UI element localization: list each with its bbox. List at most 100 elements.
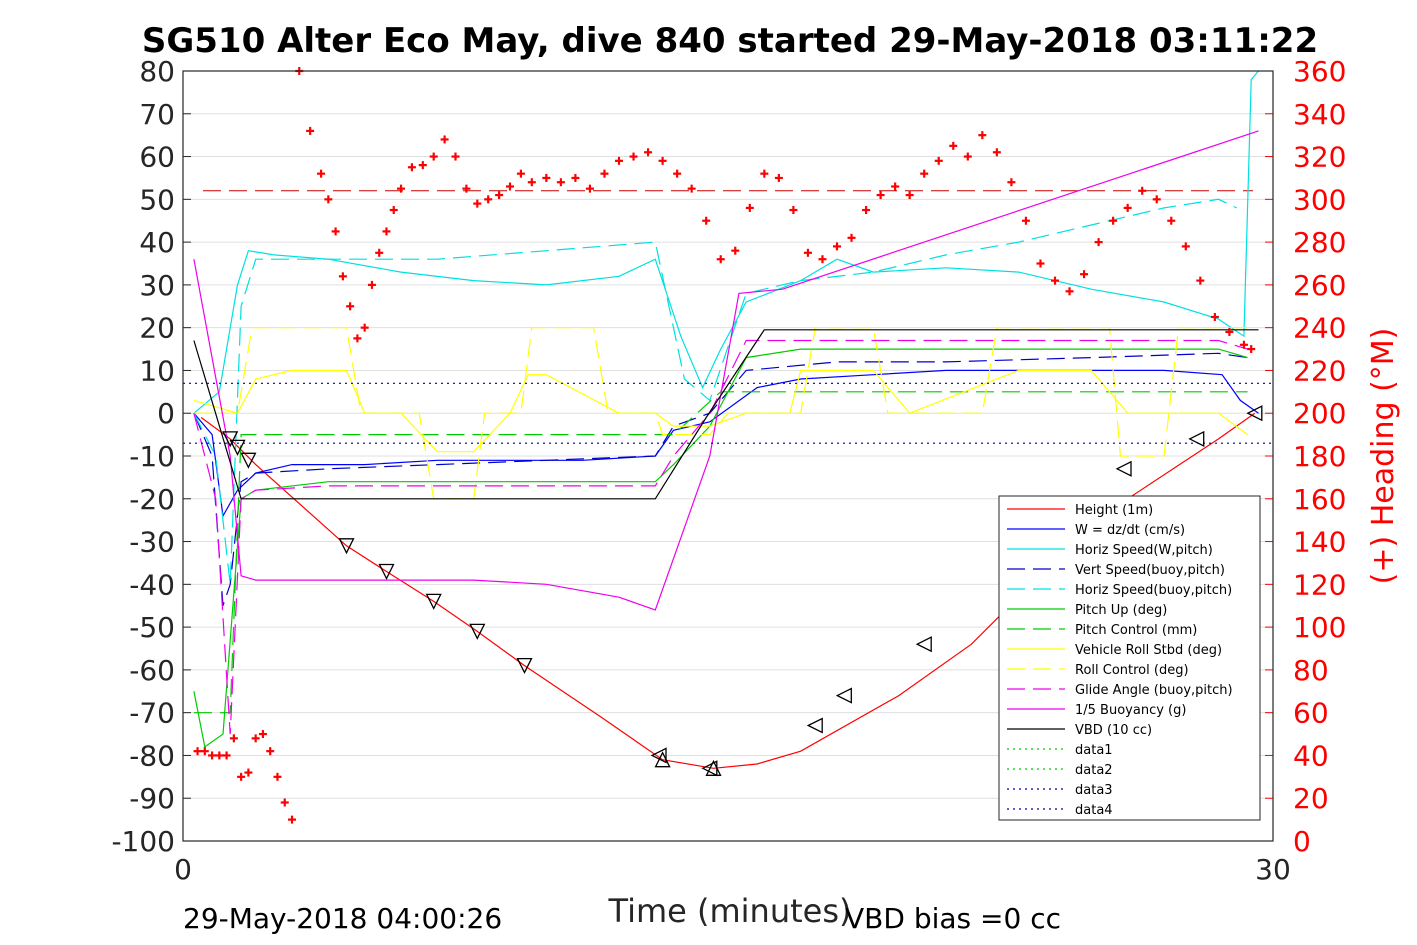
heading-point: [462, 184, 471, 193]
heading-point: [702, 216, 711, 225]
triangle-marker-down: [229, 439, 246, 456]
right-tick-label: 300: [1293, 183, 1346, 216]
heading-point: [920, 169, 929, 178]
left-tick-label: 80: [139, 55, 175, 88]
series-w-dz-dt-cm-s: [193, 369, 1259, 518]
triangle-marker-left: [806, 717, 823, 734]
triangle-marker-down: [469, 623, 486, 640]
heading-point: [418, 161, 427, 170]
footer-timestamp: 29-May-2018 04:00:26: [183, 902, 502, 935]
heading-point: [542, 173, 551, 182]
heading-point: [1196, 276, 1205, 285]
heading-point: [949, 141, 958, 150]
triangle-marker-down: [338, 538, 355, 555]
legend-entry: Pitch Control (mm): [1075, 623, 1197, 638]
triangle-marker-down: [240, 452, 257, 469]
heading-point: [306, 126, 315, 135]
heading-point: [473, 199, 482, 208]
heading-point: [222, 751, 231, 760]
x-axis-ticks: 0 30: [174, 853, 1291, 886]
triangle-marker-down: [425, 593, 442, 610]
series-horiz-speed-w-pitch: [193, 70, 1259, 414]
heading-point: [324, 195, 333, 204]
legend-entry: Vert Speed(buoy,pitch): [1075, 563, 1225, 578]
heading-point: [353, 334, 362, 343]
heading-point: [288, 815, 296, 824]
heading-point: [992, 148, 1001, 157]
heading-point: [934, 156, 943, 165]
left-tick-label: -50: [129, 611, 175, 644]
left-tick-label: -40: [129, 568, 175, 601]
triangle-marker-left: [701, 760, 718, 777]
heading-point: [397, 184, 405, 193]
x-axis-label: Time (minutes): [608, 892, 852, 930]
heading-point: [585, 184, 594, 193]
legend-entry: data4: [1075, 803, 1113, 818]
heading-point: [891, 182, 900, 191]
right-tick-label: 180: [1293, 440, 1346, 473]
right-tick-label: 20: [1293, 782, 1329, 815]
heading-point: [451, 152, 460, 161]
heading-point: [1225, 327, 1234, 336]
heading-point: [484, 195, 493, 204]
legend-entry: Vehicle Roll Stbd (deg): [1075, 643, 1222, 658]
heading-point: [862, 206, 871, 215]
left-tick-label: 50: [139, 183, 175, 216]
heading-point: [1036, 259, 1045, 268]
heading-point: [506, 182, 514, 191]
triangle-marker-left: [1246, 405, 1263, 422]
heading-point: [1138, 186, 1147, 195]
triangle-marker-down: [222, 431, 239, 448]
heading-point: [716, 255, 725, 264]
triangle-marker-left: [650, 747, 667, 764]
right-axis-label: (+) Heading (°M): [1366, 328, 1401, 585]
heading-point: [905, 191, 914, 200]
heading-point: [1021, 216, 1030, 225]
heading-point: [280, 798, 289, 807]
heading-point: [789, 206, 798, 215]
right-tick-label: 140: [1293, 526, 1346, 559]
heading-point: [1065, 287, 1074, 296]
right-tick-label: 0: [1293, 825, 1311, 858]
heading-point: [237, 772, 246, 781]
heading-point: [258, 730, 267, 739]
heading-point: [658, 156, 667, 165]
triangle-marker-left: [1188, 430, 1205, 447]
right-tick-label: 40: [1293, 739, 1329, 772]
right-tick-label: 320: [1293, 141, 1346, 174]
series-vert-speed-buoy-pitch: [193, 352, 1248, 606]
heading-point: [200, 747, 209, 756]
heading-point: [440, 135, 449, 144]
heading-point: [1109, 216, 1118, 225]
heading-point: [1152, 195, 1161, 204]
series-glide-angle-buoy-pitch: [193, 339, 1248, 735]
legend-box: [998, 495, 1261, 821]
chart-title: SG510 Alter Eco May, dive 840 started 29…: [142, 21, 1318, 61]
heading-point: [389, 206, 398, 215]
heading-point: [1181, 242, 1190, 251]
left-tick-label: 10: [139, 354, 175, 387]
left-tick-label: -100: [111, 825, 175, 858]
legend-entry: Height (1m): [1075, 503, 1153, 518]
heading-point: [571, 173, 580, 182]
heading-point: [375, 248, 384, 257]
heading-point: [208, 751, 217, 760]
right-tick-label: 360: [1293, 55, 1346, 88]
left-tick-label: -10: [129, 440, 175, 473]
series-vehicle-roll-stbd-deg: [193, 369, 1248, 453]
triangle-marker-down: [516, 657, 533, 675]
heading-point: [600, 169, 609, 178]
heading-point: [644, 148, 653, 157]
legend-entry: VBD (10 cc): [1075, 723, 1152, 738]
right-tick-label: 60: [1293, 697, 1329, 730]
legend-entry: data3: [1075, 783, 1113, 798]
triangle-marker-left: [835, 687, 852, 704]
left-tick-label: -70: [129, 697, 175, 730]
left-tick-label: 20: [139, 312, 175, 345]
series-roll-control-deg: [193, 327, 1248, 500]
left-tick-label: -90: [129, 782, 175, 815]
heading-point: [516, 169, 525, 178]
right-tick-label: 240: [1293, 312, 1346, 345]
heading-point: [818, 255, 827, 264]
heading-point: [745, 203, 754, 212]
